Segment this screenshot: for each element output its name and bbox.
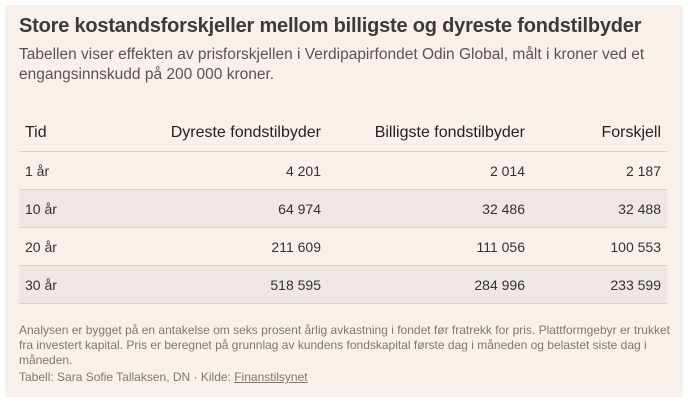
table-header-row: Tid Dyreste fondstilbyder Billigste fond…	[19, 115, 667, 152]
data-table: Tid Dyreste fondstilbyder Billigste fond…	[19, 115, 667, 304]
cell-forskjell: 2 187	[531, 151, 667, 190]
column-header-billigste: Billigste fondstilbyder	[327, 115, 531, 152]
cell-tid: 1 år	[19, 151, 79, 190]
cell-billigste: 284 996	[327, 265, 531, 304]
source-line: Tabell: Sara Sofie Tallaksen, DN · Kilde…	[19, 370, 308, 384]
cell-tid: 30 år	[19, 265, 79, 304]
cell-tid: 10 år	[19, 189, 79, 228]
chart-subtitle: Tabellen viser effekten av prisforskjell…	[19, 46, 645, 83]
table-row: 30 år 518 595 284 996 233 599	[19, 265, 667, 304]
source-link[interactable]: Finanstilsynet	[234, 370, 308, 384]
cell-billigste: 111 056	[327, 227, 531, 266]
table-row: 1 år 4 201 2 014 2 187	[19, 151, 667, 190]
cell-forskjell: 100 553	[531, 227, 667, 266]
source-credit: Tabell: Sara Sofie Tallaksen, DN · Kilde…	[19, 370, 235, 384]
column-header-forskjell: Forskjell	[531, 115, 667, 152]
cell-dyreste: 4 201	[79, 151, 327, 190]
cell-dyreste: 518 595	[79, 265, 327, 304]
cell-billigste: 2 014	[327, 151, 531, 190]
cell-billigste: 32 486	[327, 189, 531, 228]
cell-forskjell: 32 488	[531, 189, 667, 228]
cell-tid: 20 år	[19, 227, 79, 266]
footnote: Analysen er bygget på en antakelse om se…	[19, 323, 670, 367]
column-header-tid: Tid	[19, 115, 79, 152]
cell-dyreste: 64 974	[79, 189, 327, 228]
table-row: 20 år 211 609 111 056 100 553	[19, 227, 667, 266]
cell-dyreste: 211 609	[79, 227, 327, 266]
chart-title: Store kostandsforskjeller mellom billigs…	[19, 15, 642, 37]
table-card: Store kostandsforskjeller mellom billigs…	[5, 5, 683, 397]
cell-forskjell: 233 599	[531, 265, 667, 304]
column-header-dyreste: Dyreste fondstilbyder	[79, 115, 327, 152]
table-row: 10 år 64 974 32 486 32 488	[19, 189, 667, 228]
